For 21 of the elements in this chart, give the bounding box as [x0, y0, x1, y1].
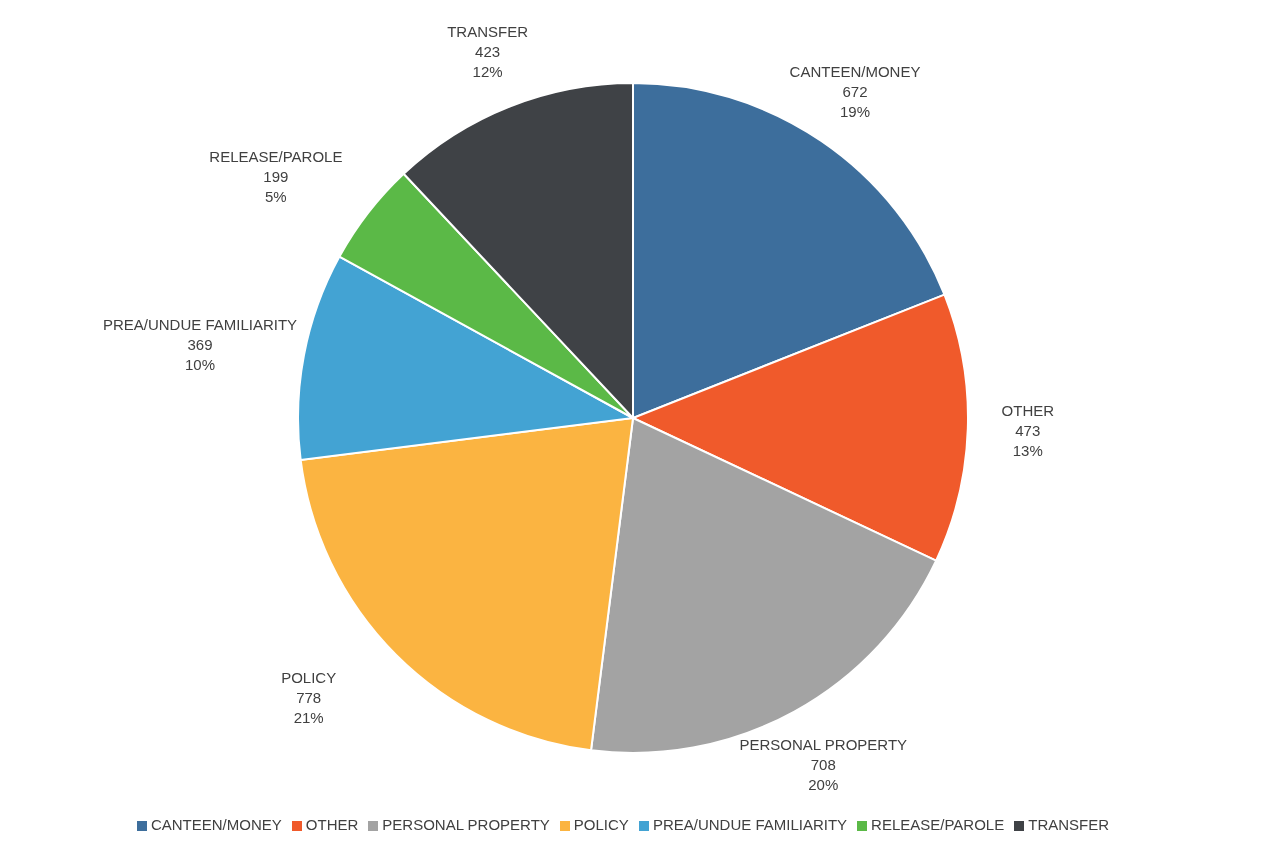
legend-label: RELEASE/PAROLE: [871, 816, 1005, 833]
slice-label: CANTEEN/MONEY: [789, 62, 921, 80]
legend-label: OTHER: [305, 816, 359, 833]
legend-label: CANTEEN/MONEY: [150, 816, 282, 833]
legend-label: PREA/UNDUE FAMILIARITY: [652, 816, 848, 833]
legend-label: TRANSFER: [1028, 816, 1110, 833]
slice-label: OTHER: [1001, 401, 1055, 419]
data-label: 199 5%: [263, 167, 289, 205]
data-label: 473 13%: [1012, 421, 1043, 459]
legend-label: POLICY: [573, 816, 629, 833]
slice-label: PERSONAL PROPERTY: [739, 735, 908, 753]
data-label: 672 19%: [840, 82, 871, 120]
legend-label: PERSONAL PROPERTY: [382, 816, 550, 833]
slice-label: POLICY: [281, 668, 337, 686]
slice-label: RELEASE/PAROLE: [209, 147, 343, 165]
data-label: 423 12%: [472, 42, 503, 80]
slice-label: TRANSFER: [447, 22, 529, 40]
data-label: 708 20%: [808, 755, 839, 793]
slice-label: PREA/UNDUE FAMILIARITY: [102, 315, 298, 333]
data-label: 369 10%: [184, 335, 216, 373]
data-label: 778 21%: [293, 688, 324, 726]
